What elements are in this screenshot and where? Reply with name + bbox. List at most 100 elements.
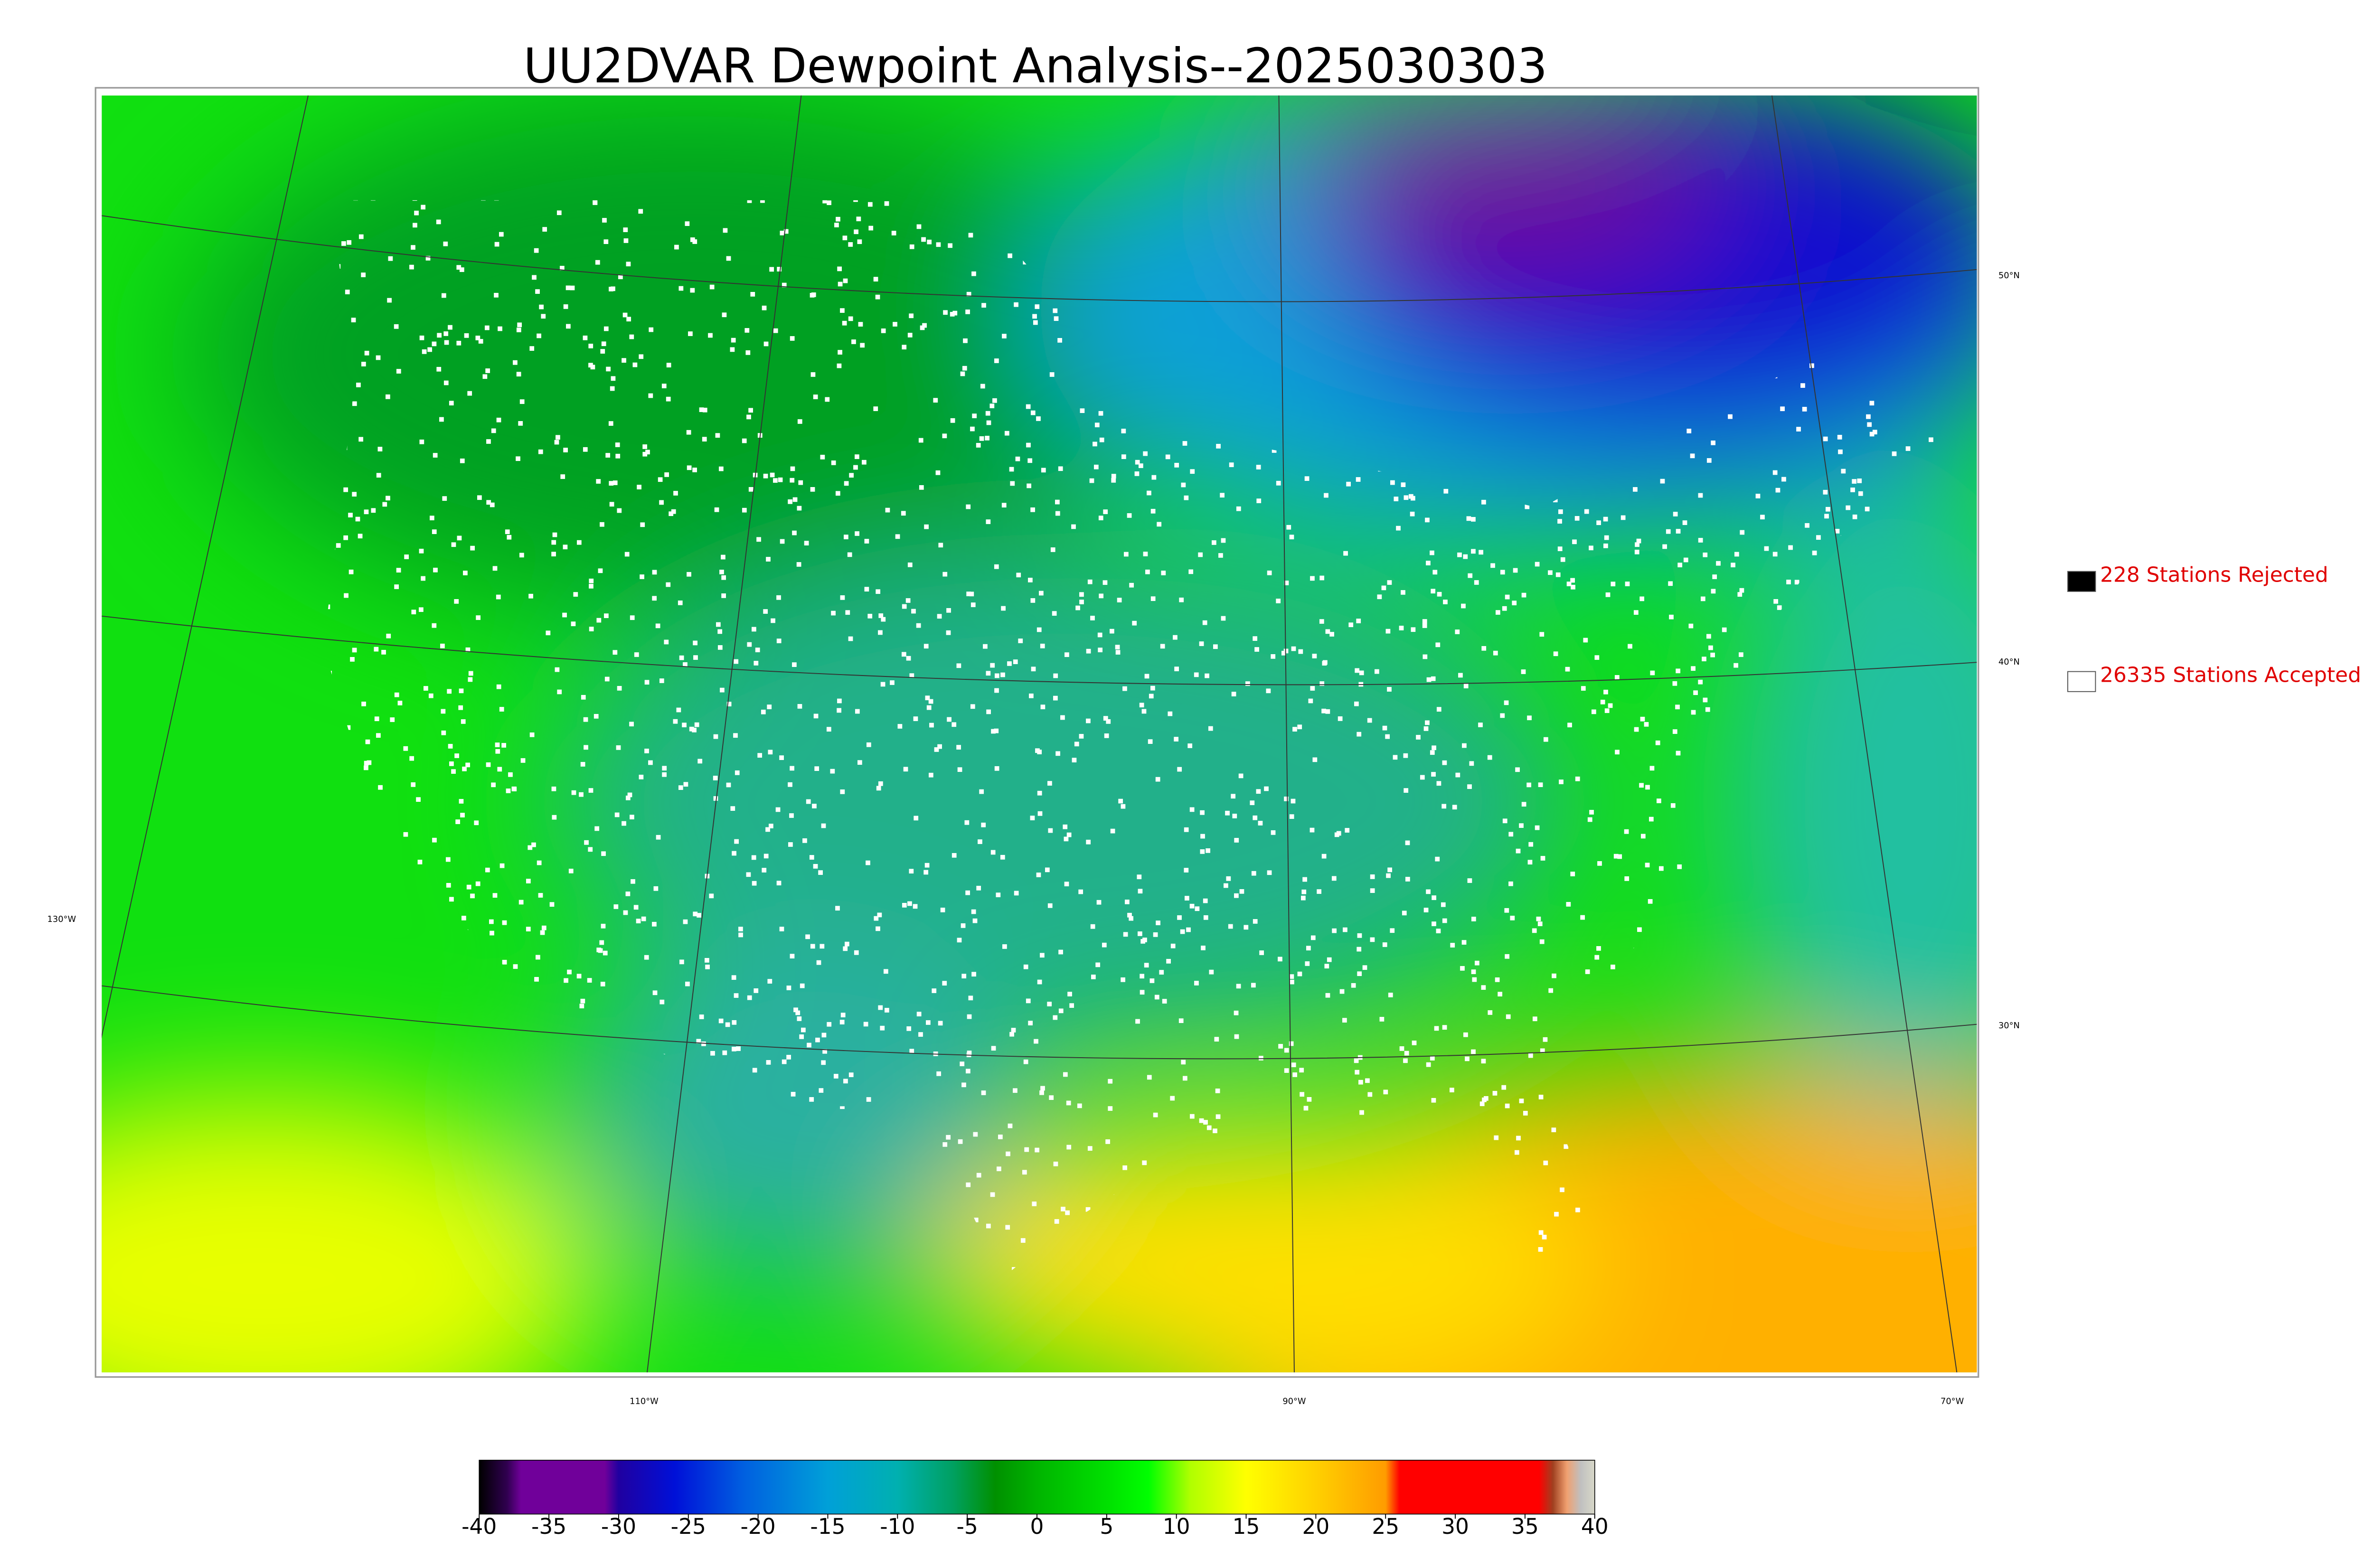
station-dot: [667, 363, 671, 367]
station-dot: [831, 460, 836, 465]
station-dot: [1533, 1016, 1537, 1021]
station-dot: [1185, 896, 1189, 901]
station-dot: [1673, 681, 1677, 686]
station-dot: [418, 860, 423, 864]
station-dot: [971, 272, 976, 276]
station-dot: [1733, 663, 1738, 668]
station-dot: [1024, 965, 1028, 969]
station-dot: [1118, 799, 1123, 804]
station-dot: [1431, 772, 1436, 777]
station-dot: [806, 799, 811, 804]
station-dot: [991, 729, 996, 734]
station-dot: [1698, 493, 1703, 498]
station-dot: [1214, 1037, 1219, 1042]
station-dot: [594, 826, 599, 831]
station-dot: [1702, 657, 1706, 661]
station-dot: [956, 745, 961, 750]
station-dot: [1218, 553, 1223, 558]
station-dot: [1093, 442, 1097, 447]
station-dot: [1143, 552, 1148, 556]
station-dot: [577, 974, 582, 978]
station-dot: [834, 1074, 838, 1079]
station-dot: [1034, 1039, 1038, 1044]
station-dot: [583, 447, 588, 452]
station-dot: [1140, 974, 1144, 978]
station-dot: [843, 947, 848, 951]
station-dot: [1475, 961, 1479, 966]
station-dot: [1823, 437, 1828, 441]
station-dot: [1121, 977, 1125, 982]
station-dot: [1254, 647, 1259, 652]
station-dot: [942, 572, 947, 577]
station-dot: [674, 245, 679, 250]
station-dot: [1467, 516, 1471, 521]
station-dot: [666, 397, 671, 402]
station-dot: [531, 843, 536, 847]
station-dot: [1662, 545, 1667, 549]
station-dot: [1098, 648, 1102, 652]
station-dot: [908, 563, 913, 567]
station-dot: [460, 267, 464, 272]
station-dot: [1354, 1059, 1359, 1063]
station-dot: [773, 329, 778, 333]
colorbar-tick-label: 35: [1511, 1514, 1539, 1539]
station-dot: [641, 917, 646, 921]
station-dot: [738, 933, 743, 938]
station-dot: [1437, 707, 1441, 712]
station-dot: [566, 285, 571, 290]
station-dot: [1053, 1015, 1057, 1020]
station-dot: [1207, 1126, 1212, 1130]
station-dot: [854, 229, 858, 234]
station-dot: [398, 701, 403, 705]
station-dot: [789, 813, 794, 818]
colorbar-tick-label: 20: [1302, 1514, 1329, 1539]
station-dot: [580, 999, 585, 1004]
station-dot: [1504, 700, 1509, 705]
station-dot: [1168, 712, 1172, 716]
station-dot: [495, 242, 499, 247]
station-dot: [927, 240, 932, 244]
station-dot: [1728, 414, 1733, 419]
station-dot: [673, 491, 678, 496]
lat-label: 40°N: [1998, 657, 2020, 667]
station-dot: [1326, 993, 1330, 998]
station-dot: [766, 1060, 771, 1065]
colorbar-gradient: [479, 1460, 1594, 1514]
station-dot: [942, 1142, 947, 1147]
station-dot: [705, 965, 710, 969]
station-dot: [1063, 1072, 1068, 1077]
station-dot: [1740, 530, 1744, 535]
station-dot: [1430, 1056, 1435, 1061]
station-dot: [1501, 1085, 1506, 1090]
station-dot: [433, 568, 438, 573]
station-dot: [1430, 750, 1435, 755]
station-dot: [958, 767, 962, 772]
station-dot: [637, 485, 641, 489]
station-dot: [1209, 970, 1214, 975]
station-dot: [969, 592, 974, 596]
station-dot: [1786, 580, 1791, 584]
station-dot: [1740, 588, 1744, 593]
station-dot: [811, 372, 816, 377]
station-dot: [1870, 432, 1875, 437]
station-dot: [498, 327, 502, 331]
station-dot: [1086, 719, 1091, 723]
station-dot: [1276, 481, 1281, 486]
station-dot: [692, 468, 697, 472]
station-dot: [734, 839, 739, 844]
station-dot: [669, 511, 673, 516]
station-dot: [1431, 589, 1435, 593]
station-dot: [1505, 1104, 1510, 1108]
station-dot: [1367, 718, 1372, 723]
station-dot: [754, 988, 758, 993]
station-dot: [474, 820, 479, 825]
station-dot: [1161, 571, 1166, 575]
station-dot: [910, 244, 914, 249]
station-dot: [563, 545, 568, 549]
station-dot: [1624, 829, 1629, 834]
station-dot: [732, 1047, 736, 1052]
station-dot: [1338, 716, 1343, 721]
station-dot: [867, 614, 872, 619]
station-dot: [886, 508, 890, 513]
station-dot: [746, 414, 751, 419]
